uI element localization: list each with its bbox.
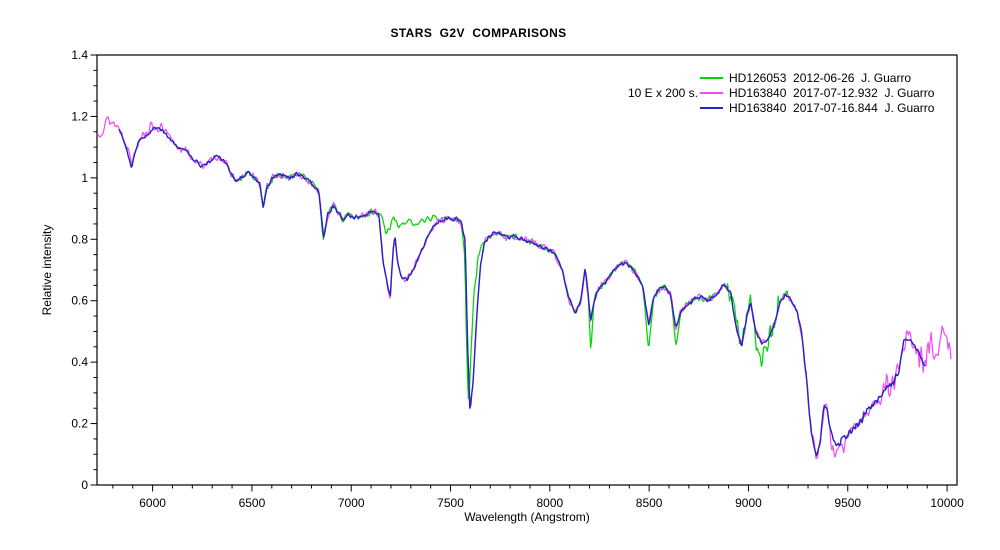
svg-text:9500: 9500 xyxy=(834,496,861,510)
svg-text:7000: 7000 xyxy=(338,496,365,510)
svg-text:0.2: 0.2 xyxy=(71,417,88,431)
svg-text:0.8: 0.8 xyxy=(71,232,88,246)
chart-title: STARS G2V COMPARISONS xyxy=(390,26,567,40)
legend-item: HD126053 2012-06-26 J. Guarro xyxy=(700,70,934,85)
svg-text:1.2: 1.2 xyxy=(71,109,88,123)
svg-text:7500: 7500 xyxy=(437,496,464,510)
legend-label: HD163840 2017-07-12.932 J. Guarro xyxy=(729,85,935,100)
svg-text:1: 1 xyxy=(81,171,88,185)
legend-item: HD163840 2017-07-16.844 J. Guarro xyxy=(700,100,934,115)
svg-text:0.6: 0.6 xyxy=(71,294,88,308)
svg-text:0: 0 xyxy=(81,478,88,492)
svg-text:1.4: 1.4 xyxy=(71,48,88,62)
legend-item: HD163840 2017-07-12.932 J. Guarro xyxy=(700,85,934,100)
exposure-annotation: 10 E x 200 s. xyxy=(627,86,698,100)
y-axis-label: Relative intensity xyxy=(40,224,54,316)
svg-text:10000: 10000 xyxy=(930,496,964,510)
svg-text:8000: 8000 xyxy=(536,496,563,510)
legend-line-icon xyxy=(700,91,723,94)
legend-line-icon xyxy=(700,106,723,109)
svg-text:6000: 6000 xyxy=(139,496,166,510)
legend-label: HD126053 2012-06-26 J. Guarro xyxy=(729,70,912,85)
legend: HD126053 2012-06-26 J. Guarro HD163840 2… xyxy=(700,70,934,115)
svg-text:8500: 8500 xyxy=(636,496,663,510)
x-axis-label: Wavelength (Angstrom) xyxy=(464,510,590,524)
svg-text:9000: 9000 xyxy=(735,496,762,510)
svg-text:0.4: 0.4 xyxy=(71,355,88,369)
legend-line-icon xyxy=(700,76,723,79)
legend-label: HD163840 2017-07-16.844 J. Guarro xyxy=(729,100,935,115)
svg-text:6500: 6500 xyxy=(239,496,266,510)
